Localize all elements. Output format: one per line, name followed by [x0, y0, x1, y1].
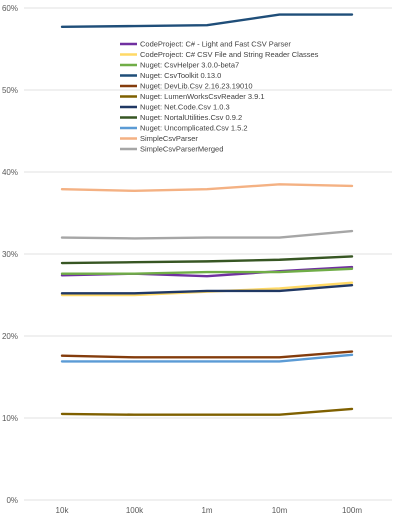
- legend-label: CodeProject: C# CSV File and String Read…: [140, 50, 319, 59]
- legend-label: Nuget: Net.Code.Csv 1.0.3: [140, 103, 230, 112]
- x-tick-label: 1m: [201, 506, 212, 515]
- series-line: [60, 283, 354, 295]
- series-lines: [60, 13, 354, 416]
- x-tick-label: 100m: [342, 506, 362, 515]
- y-tick-label: 0%: [6, 496, 18, 505]
- y-tick-label: 10%: [2, 414, 18, 423]
- series-line: [60, 353, 354, 363]
- x-tick-label: 10m: [272, 506, 288, 515]
- series-line: [60, 350, 354, 359]
- x-tick-label: 10k: [56, 506, 70, 515]
- legend-label: Nuget: Uncomplicated.Csv 1.5.2: [140, 124, 248, 133]
- series-line: [60, 183, 354, 193]
- legend-label: SimpleCsvParserMerged: [140, 145, 223, 154]
- legend-label: Nuget: LumenWorksCsvReader 3.9.1: [140, 92, 265, 101]
- legend-label: Nuget: CsvToolkit 0.13.0: [140, 71, 221, 80]
- legend: CodeProject: C# - Light and Fast CSV Par…: [120, 40, 319, 154]
- gridlines: [24, 7, 392, 501]
- series-line: [60, 407, 354, 416]
- y-tick-label: 20%: [2, 332, 18, 341]
- y-tick-label: 60%: [2, 4, 18, 13]
- legend-label: Nuget: NortalUtilities.Csv 0.9.2: [140, 113, 242, 122]
- legend-label: Nuget: CsvHelper 3.0.0-beta7: [140, 61, 239, 70]
- legend-label: Nuget: DevLib.Csv 2.16.23.19010: [140, 82, 253, 91]
- series-line: [60, 13, 354, 29]
- y-tick-label: 40%: [2, 168, 18, 177]
- y-tick-label: 50%: [2, 86, 18, 95]
- legend-label: SimpleCsvParser: [140, 134, 198, 143]
- series-line: [60, 255, 354, 265]
- series-line: [60, 229, 354, 240]
- y-tick-label: 30%: [2, 250, 18, 259]
- x-tick-label: 100k: [126, 506, 144, 515]
- axes: 0% 10% 20% 30% 40% 50% 60% 10k 100k 1m 10m 100m: [2, 4, 362, 515]
- series-line: [60, 267, 354, 275]
- legend-label: CodeProject: C# - Light and Fast CSV Par…: [140, 40, 291, 49]
